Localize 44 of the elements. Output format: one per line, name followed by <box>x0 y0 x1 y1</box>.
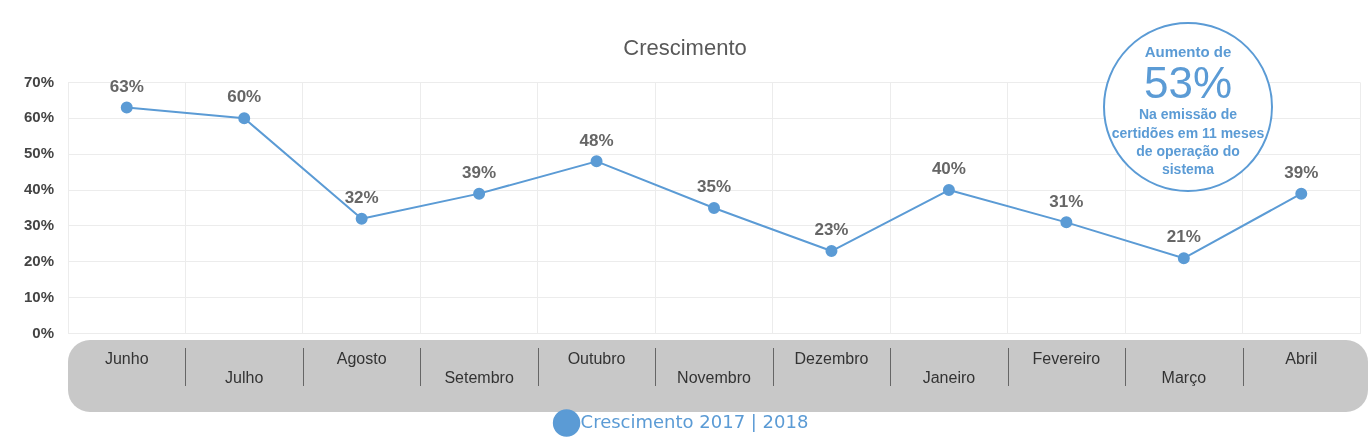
y-tick-label: 20% <box>23 251 55 269</box>
point <box>708 202 721 214</box>
chart-title: Crescimento <box>623 35 747 61</box>
y-tick-label: 40% <box>23 180 55 198</box>
y-tick-label: 60% <box>23 108 55 126</box>
x-tick-label: Outubro <box>567 349 626 367</box>
point <box>1295 187 1308 200</box>
y-tick-label: 30% <box>23 216 55 234</box>
point <box>825 245 838 258</box>
point <box>590 155 603 168</box>
y-tick-label: 50% <box>23 144 55 162</box>
point <box>1177 252 1190 265</box>
point <box>473 187 486 200</box>
data-label: 48% <box>579 130 614 150</box>
data-label: 32% <box>344 187 379 207</box>
data-label: 21% <box>1166 227 1201 247</box>
data-label: 39% <box>1284 162 1319 182</box>
y-tick-label: 70% <box>23 72 55 90</box>
x-tick-label: Abril <box>1285 349 1318 367</box>
annotation: Na emissão de certidões em 11 meses de operação do sistema <box>1111 105 1265 179</box>
x-tick-label: Janeiro <box>922 368 976 386</box>
data-label: 35% <box>697 177 732 197</box>
x-tick-label: Março <box>1161 368 1207 386</box>
data-label: 31% <box>1049 191 1084 211</box>
point <box>120 101 133 114</box>
point <box>238 112 251 125</box>
data-label: 63% <box>109 76 144 96</box>
data-label: 60% <box>227 87 262 107</box>
y-tick-label: 10% <box>23 287 55 305</box>
point <box>942 184 955 197</box>
x-tick-label: Agosto <box>336 349 387 367</box>
x-tick-label: Julho <box>225 368 264 386</box>
data-label: 23% <box>814 220 849 240</box>
point <box>355 212 368 225</box>
x-tick-label: Novembro <box>677 368 752 386</box>
point <box>1060 216 1073 229</box>
data-label: 39% <box>462 162 497 182</box>
x-tick-label: Fevereiro <box>1032 349 1101 367</box>
data-label: 40% <box>931 159 966 179</box>
legend-label: Crescimento 2017 | 2018 <box>580 410 809 432</box>
x-tick-label: Dezembro <box>794 349 869 367</box>
y-tick-label: 0% <box>32 323 55 341</box>
x-tick-label: Junho <box>104 349 149 367</box>
x-tick-label: Setembro <box>444 368 514 386</box>
